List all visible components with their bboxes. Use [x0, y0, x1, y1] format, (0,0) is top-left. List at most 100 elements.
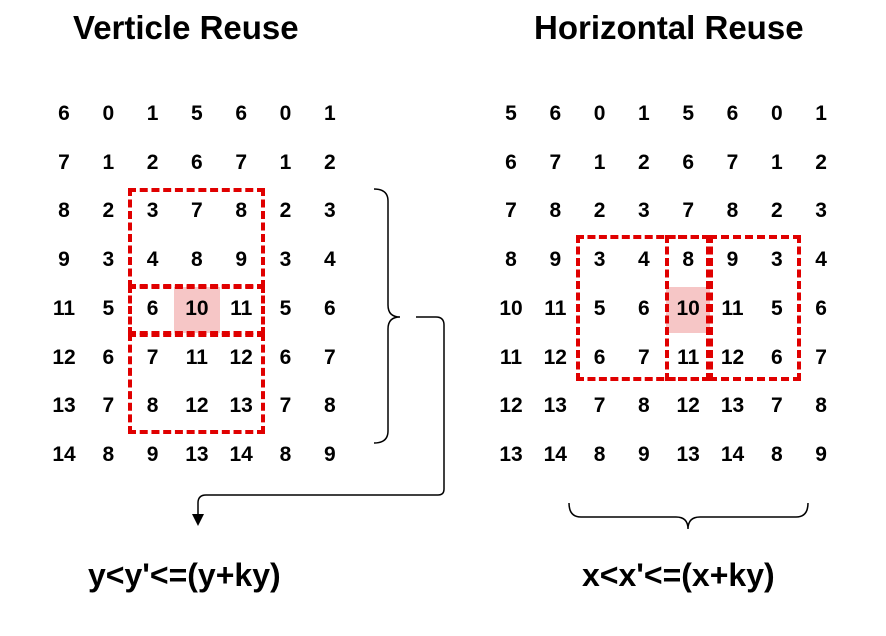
vertical-grid-cell: 2 — [102, 199, 115, 223]
horizontal-grid-cell: 7 — [726, 150, 739, 174]
horizontal-grid-cell: 0 — [593, 102, 606, 125]
horizontal-highlight-cell — [666, 287, 710, 333]
horizontal-grid-cell: 11 — [499, 345, 523, 369]
vertical-grid-cell: 9 — [58, 248, 70, 272]
horizontal-grid-cell: 13 — [720, 394, 745, 418]
vertical-grid-cell: 13 — [229, 394, 253, 418]
vertical-grid-cell: 6 — [323, 296, 336, 320]
horizontal-grid-cell: 11 — [677, 345, 700, 369]
horizontal-grid-cell: 5 — [593, 296, 606, 320]
horizontal-grid-cell: 7 — [815, 345, 827, 369]
horizontal-grid-cell: 8 — [638, 394, 650, 418]
horizontal-grid-cell: 14 — [543, 442, 567, 466]
vertical-grid-cell: 7 — [323, 345, 336, 369]
vertical-grid-cell: 1 — [146, 102, 159, 125]
vertical-brace — [373, 188, 401, 444]
horizontal-window-right — [709, 235, 801, 381]
vertical-grid-cell: 8 — [102, 442, 115, 466]
vertical-grid-cell: 7 — [58, 150, 70, 174]
vertical-grid-cell: 12 — [185, 394, 209, 418]
vertical-grid-cell: 14 — [52, 442, 76, 466]
horizontal-grid-cell: 8 — [682, 248, 695, 272]
horizontal-grid-cell: 6 — [815, 296, 827, 320]
vertical-grid-cell: 6 — [191, 150, 203, 174]
vertical-grid-cell: 6 — [235, 102, 248, 125]
horizontal-grid-cell: 13 — [543, 394, 567, 418]
horizontal-grid-cell: 9 — [549, 248, 562, 272]
vertical-grid-cell: 5 — [279, 296, 292, 320]
horizontal-grid-cell: 7 — [549, 150, 562, 174]
horizontal-grid-cell: 5 — [770, 296, 783, 320]
vertical-grid-cell: 1 — [323, 102, 336, 125]
vertical-grid-cell: 7 — [146, 345, 159, 369]
horizontal-grid-cell: 0 — [770, 102, 783, 125]
vertical-grid-cell: 14 — [229, 442, 253, 466]
horizontal-grid-cell: 3 — [638, 199, 650, 223]
horizontal-grid-cell: 6 — [726, 102, 739, 125]
horizontal-grid-cell: 8 — [726, 199, 739, 223]
horizontal-grid-cell: 8 — [549, 199, 562, 223]
horizontal-grid-cell: 13 — [676, 442, 700, 466]
vertical-grid-cell: 13 — [52, 394, 76, 418]
vertical-window-bottom — [128, 333, 265, 434]
horizontal-reuse-title: Horizontal Reuse — [534, 9, 804, 46]
horizontal-grid-cell: 1 — [770, 150, 783, 174]
vertical-grid-cell: 3 — [102, 248, 115, 272]
vertical-grid-cell: 9 — [323, 442, 336, 466]
horizontal-grid-cell: 2 — [770, 199, 783, 223]
vertical-grid-cell: 4 — [146, 248, 159, 272]
horizontal-grid-cell: 1 — [815, 102, 827, 125]
vertical-grid-cell: 1 — [279, 150, 292, 174]
horizontal-grid-cell: 4 — [638, 248, 650, 272]
vertical-grid-cell: 12 — [229, 345, 253, 369]
vertical-reuse-title: Verticle Reuse — [73, 9, 299, 46]
vertical-grid-cell: 3 — [146, 199, 159, 223]
horizontal-grid-cell: 3 — [593, 248, 606, 272]
horizontal-grid-cell: 6 — [770, 345, 783, 369]
vertical-grid-cell: 11 — [52, 296, 76, 320]
horizontal-grid-cell: 6 — [505, 150, 517, 174]
vertical-grid-cell: 8 — [58, 199, 70, 223]
horizontal-grid-cell: 11 — [544, 296, 567, 320]
horizontal-grid-cell: 7 — [770, 394, 783, 418]
horizontal-grid-cell: 11 — [721, 296, 744, 320]
vertical-grid-cell: 7 — [279, 394, 292, 418]
horizontal-grid-cell: 6 — [549, 102, 562, 125]
horizontal-grid-cell: 7 — [505, 199, 517, 223]
horizontal-grid-cell: 2 — [593, 199, 606, 223]
vertical-grid-cell: 8 — [279, 442, 292, 466]
vertical-grid-cell: 7 — [235, 150, 248, 174]
horizontal-grid-cell: 2 — [638, 150, 650, 174]
vertical-grid-cell: 3 — [279, 248, 292, 272]
vertical-grid-cell: 12 — [52, 345, 76, 369]
vertical-grid-cell: 2 — [279, 199, 292, 223]
vertical-grid-cell: 8 — [146, 394, 159, 418]
vertical-grid-cell: 6 — [146, 296, 159, 320]
horizontal-grid-cell: 1 — [593, 150, 606, 174]
vertical-grid-cell: 7 — [191, 199, 203, 223]
horizontal-grid-cell: 3 — [815, 199, 827, 223]
vertical-grid-cell: 2 — [146, 150, 159, 174]
horizontal-grid-cell: 9 — [638, 442, 650, 466]
horizontal-grid-cell: 9 — [815, 442, 827, 466]
vertical-grid-cell: 0 — [279, 102, 292, 125]
horizontal-grid-cell: 12 — [676, 394, 700, 418]
connector-line — [197, 316, 445, 516]
horizontal-grid-cell: 12 — [720, 345, 745, 369]
horizontal-grid-cell: 5 — [505, 102, 517, 125]
horizontal-formula: x<x'<=(x+ky) — [582, 557, 775, 593]
vertical-grid-cell: 9 — [235, 248, 248, 272]
horizontal-grid-cell: 13 — [499, 442, 523, 466]
horizontal-grid-cell: 4 — [815, 248, 827, 272]
vertical-grid-cell: 13 — [185, 442, 209, 466]
vertical-grid-cell: 2 — [323, 150, 336, 174]
vertical-grid-cell: 6 — [102, 345, 115, 369]
horizontal-grid-cell: 3 — [770, 248, 783, 272]
vertical-grid-cell: 11 — [230, 296, 253, 320]
horizontal-grid-cell: 7 — [638, 345, 650, 369]
vertical-grid-cell: 5 — [191, 102, 203, 125]
vertical-grid-cell: 9 — [146, 442, 159, 466]
vertical-grid-cell: 8 — [191, 248, 203, 272]
horizontal-grid-cell: 10 — [499, 296, 523, 320]
